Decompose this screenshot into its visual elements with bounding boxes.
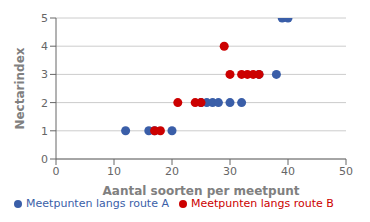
svg-text:5: 5 — [41, 12, 48, 25]
svg-text:Aantal soorten per meetpunt: Aantal soorten per meetpunt — [103, 184, 300, 198]
svg-text:0: 0 — [41, 153, 48, 166]
svg-text:1: 1 — [41, 125, 48, 138]
svg-text:20: 20 — [165, 165, 179, 178]
html-text:Meetpunten langs route B: Meetpunten langs route B — [191, 197, 334, 210]
svg-text:30: 30 — [223, 165, 237, 178]
svg-text:10: 10 — [107, 165, 121, 178]
svg-text:40: 40 — [281, 165, 295, 178]
svg-text:4: 4 — [41, 40, 48, 53]
svg-text:50: 50 — [339, 165, 353, 178]
html-text:Meetpunten langs route A: Meetpunten langs route A — [26, 197, 169, 210]
svg-text:2: 2 — [41, 97, 48, 110]
svg-text:3: 3 — [41, 68, 48, 81]
svg-text:0: 0 — [53, 165, 60, 178]
svg-text:Nectarindex: Nectarindex — [13, 47, 27, 129]
